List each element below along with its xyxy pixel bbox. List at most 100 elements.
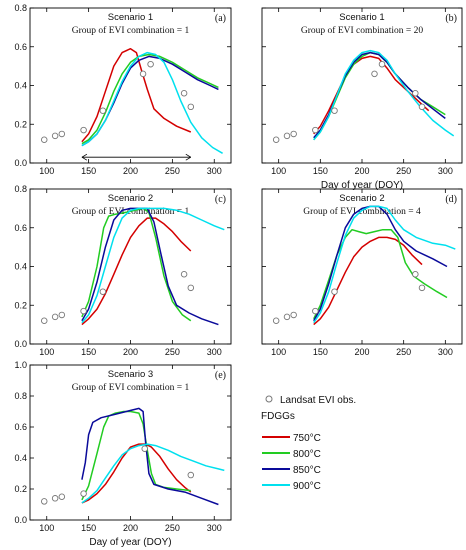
panel-subtitle: Group of EVI combination = 1 [72,382,190,393]
x-tick-label: 200 [123,166,138,176]
observation-point [418,284,426,292]
observation-point [187,284,195,292]
observation-point [180,89,188,97]
observation-point [187,103,195,111]
y-tick-label: 0.2 [14,300,27,310]
observation-point [40,136,48,143]
x-axis-title: Day of year (DOY) [321,180,403,191]
season-arrow-head-left [81,153,88,161]
observation-point [147,60,154,68]
x-tick-label: 250 [396,166,411,176]
observation-point [378,60,386,68]
observation-point [371,70,378,78]
y-tick-label: 0.0 [14,515,27,525]
observation-point [99,288,107,295]
y-tick-label: 0.4 [14,81,27,91]
series-line-750 [81,217,192,326]
panel-b: 100 150 200 250 300 Scenario 1 Group of EVI co… [261,7,463,191]
panel-d: 100 150 200 250 300 Scenario 2 Group of EVI co… [261,188,463,357]
x-tick-label: 250 [165,347,180,357]
x-tick-label: 150 [313,347,328,357]
observation-point [58,493,66,501]
panel-c: 100 150 200 250 300 0.0 0.2 0.4 0.6 0.8 Scenario 2… [14,184,232,357]
x-tick-label: 250 [165,166,180,176]
observation-point [180,271,188,278]
observation-point [141,445,148,452]
observation-point [412,89,419,97]
x-tick-label: 100 [39,347,54,357]
observation-point [80,490,87,497]
y-tick-label: 0.8 [14,3,27,13]
observation-point [58,130,66,138]
legend-label-750: 750°C [293,433,321,444]
y-tick-label: 0.8 [14,391,27,401]
legend: Landsat EVI obs. FDGGs 750°C 800°C 850°C… [261,395,356,492]
series-line-850 [81,207,219,326]
series-line-900 [313,49,455,141]
legend-label-800: 800°C [293,449,321,460]
observation-point [51,313,59,321]
panel-title: Scenario 1 [108,12,153,23]
observation-point [283,313,291,321]
panel-letter: (a) [215,13,226,24]
series-line-850 [81,407,219,506]
x-tick-label: 300 [207,347,222,357]
x-tick-label: 150 [81,166,96,176]
panel-title: Scenario 1 [339,12,384,23]
x-tick-label: 200 [123,347,138,357]
x-tick-label: 200 [354,166,369,176]
observation-point [418,103,426,111]
y-tick-label: 1.0 [14,360,27,370]
x-tick-label: 200 [354,347,369,357]
x-tick-label: 100 [39,523,54,533]
series-line-750 [81,443,192,504]
panel-subtitle: Group of EVI combination = 1 [72,25,190,36]
y-tick-label: 0.0 [14,158,27,168]
observation-point [412,271,419,278]
observation-point [283,132,291,140]
panel-letter: (c) [215,194,226,205]
x-tick-label: 150 [81,347,96,357]
observation-point [187,471,195,479]
legend-label-900: 900°C [293,481,321,492]
y-tick-label: 0.4 [14,262,27,272]
observation-point [58,311,66,319]
x-tick-label: 300 [207,523,222,533]
panel-letter: (d) [445,194,457,205]
x-tick-label: 100 [271,166,286,176]
observation-point [51,132,59,140]
observation-point [40,498,48,505]
y-tick-label: 0.8 [14,184,27,194]
series-line-900 [81,207,225,324]
y-tick-label: 0.2 [14,119,27,129]
observation-point [80,307,87,315]
observation-point [80,126,87,134]
y-tick-label: 0.6 [14,42,27,52]
observation-point [331,288,338,295]
y-tick-label: 0.4 [14,453,27,463]
panel-a: 100 150 200 250 300 0.0 0.2 0.4 0.6 0.8 Scenario 1… [14,3,232,176]
legend-obs-label: Landsat EVI obs. [280,395,356,406]
x-tick-label: 300 [438,166,453,176]
observation-point [272,136,280,143]
panel-letter: (b) [445,13,457,24]
series-line-900 [313,205,456,324]
observation-point [40,317,48,325]
x-tick-label: 300 [438,347,453,357]
series-line-900 [81,443,225,504]
observation-point [331,107,338,114]
x-tick-label: 150 [313,166,328,176]
observation-point [312,126,319,134]
x-tick-label: 300 [207,166,222,176]
panel-title: Scenario 3 [108,369,153,380]
x-tick-label: 250 [396,347,411,357]
panel-e: 100 150 200 250 300 0.0 0.2 0.4 0.6 0.8 1.0 Scenari… [14,360,232,548]
x-tick-label: 250 [165,523,180,533]
observation-point [51,495,59,502]
panel-subtitle: Group of EVI combination = 4 [303,206,421,217]
panel-subtitle: Group of EVI combination = 20 [301,25,423,36]
series-line-750 [81,47,192,143]
observation-point [99,107,107,114]
observation-point [290,130,297,138]
